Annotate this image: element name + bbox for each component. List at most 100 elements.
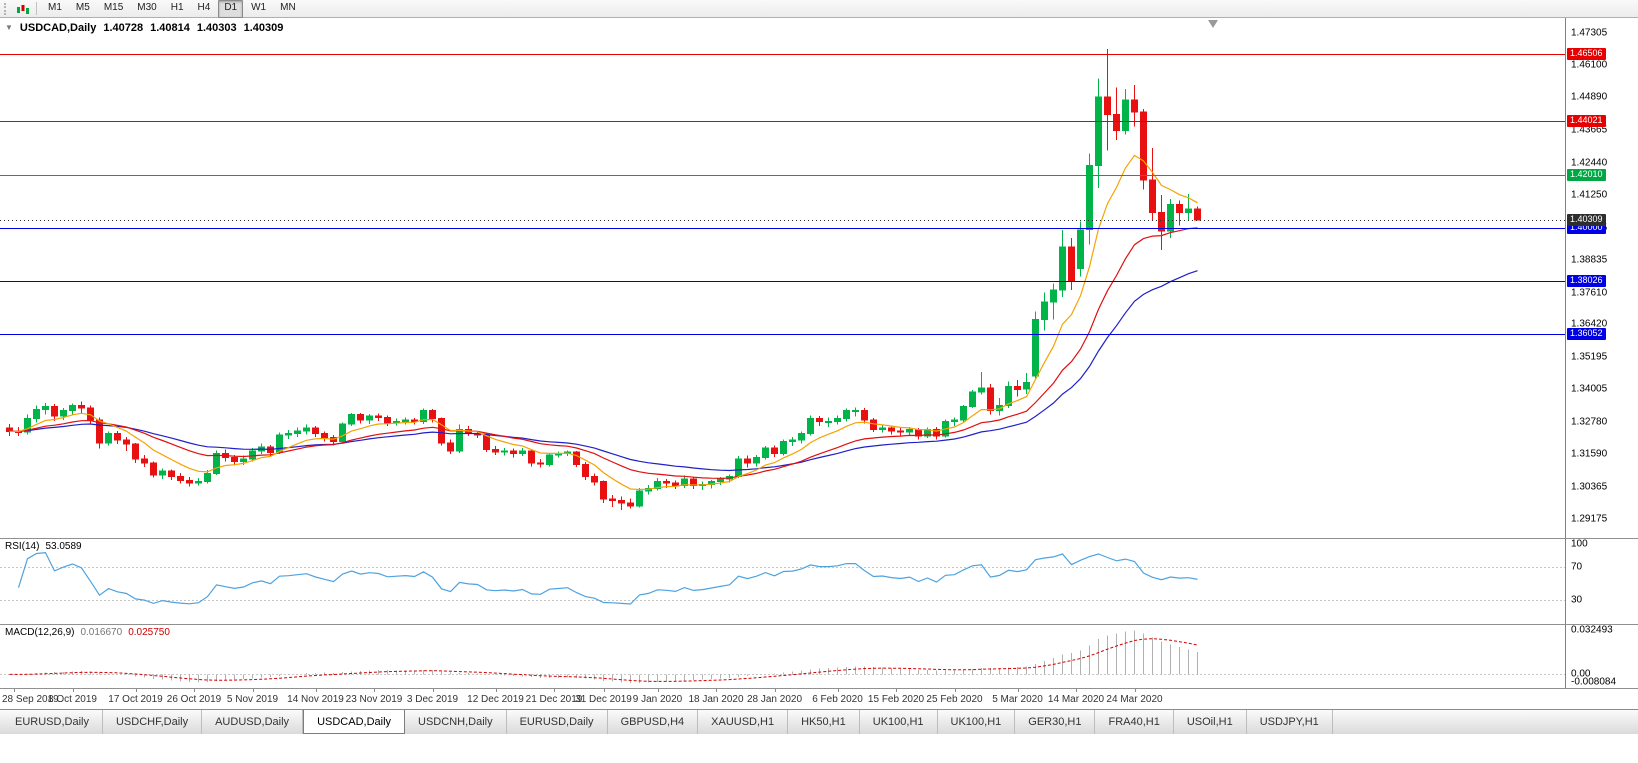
- rsi-indicator[interactable]: [0, 539, 1565, 624]
- rsi-tick: 30: [1571, 594, 1583, 606]
- chart-tab-gbpusd-h4[interactable]: GBPUSD,H4: [608, 710, 699, 734]
- price-tick: 1.47305: [1571, 27, 1608, 39]
- date-label: 5 Nov 2019: [226, 694, 279, 705]
- ohlc-low: 1.40303: [196, 22, 237, 34]
- candlestick-chart[interactable]: [0, 18, 1565, 538]
- price-tick: 1.31590: [1571, 448, 1608, 460]
- time-tick: [716, 689, 717, 692]
- ma-34: [9, 270, 1198, 472]
- mini-candles-icon: [17, 4, 29, 14]
- time-tick: [315, 689, 317, 692]
- date-label: 17 Oct 2019: [108, 694, 163, 705]
- date-label: 5 Mar 2020: [992, 694, 1043, 705]
- date-label: 31 Dec 2019: [575, 694, 632, 705]
- timeframe-button-mn[interactable]: MN: [280, 1, 296, 13]
- macd-signal-line: [9, 638, 1198, 682]
- price-axis[interactable]: 1.47305 1.46100 1.44890 1.43665 1.42440 1.412…: [1565, 18, 1638, 538]
- timeframe-button-m5[interactable]: M5: [75, 1, 90, 13]
- macd-chart-area[interactable]: MACD(12,26,9) 0.016670 0.025750: [0, 625, 1565, 688]
- time-tick: [603, 689, 605, 692]
- chart-tab-audusd-daily[interactable]: AUDUSD,Daily: [202, 710, 304, 734]
- time-tick: [774, 689, 776, 692]
- toolbar-grip[interactable]: [4, 2, 9, 15]
- chart-tab-usoil-h1[interactable]: USOil,H1: [1174, 710, 1247, 734]
- price-flag: 1.38026: [1567, 275, 1606, 288]
- timeframe-button-m1[interactable]: M1: [48, 1, 62, 13]
- chart-tab-eurusd-daily[interactable]: EURUSD,Daily: [507, 710, 608, 734]
- chart-tab-uk100-h1[interactable]: UK100,H1: [938, 710, 1016, 734]
- macd-pane: MACD(12,26,9) 0.016670 0.025750 0.032493…: [0, 624, 1638, 688]
- ma-20: [9, 227, 1198, 479]
- chart-shift-marker: [1208, 20, 1218, 28]
- chart-tab-uk100-h1[interactable]: UK100,H1: [860, 710, 938, 734]
- moving-averages: [9, 154, 1198, 491]
- timeframe-button-m15[interactable]: M15: [103, 1, 124, 13]
- price-tick: 1.42440: [1571, 157, 1608, 169]
- date-label: 24 Mar 2020: [1106, 694, 1163, 705]
- price-tick: 1.37610: [1571, 287, 1608, 298]
- chart-tab-eurusd-daily[interactable]: EURUSD,Daily: [2, 710, 103, 734]
- date-label: 26 Oct 2019: [166, 694, 222, 705]
- date-label: 14 Nov 2019: [287, 694, 344, 705]
- chart-tab-usdchf-daily[interactable]: USDCHF,Daily: [103, 710, 203, 734]
- timeframe-button-h4[interactable]: H4: [197, 1, 211, 13]
- rsi-pane: RSI(14) 53.0589 100 70 30: [0, 538, 1638, 624]
- ohlc-close: 1.40309: [243, 22, 284, 34]
- chart-tab-usdjpy-h1[interactable]: USDJPY,H1: [1247, 710, 1333, 734]
- rsi-label: RSI(14) 53.0589: [5, 541, 82, 552]
- one-click-trading-icon[interactable]: ▼: [5, 23, 13, 32]
- time-tick: [554, 689, 555, 692]
- time-tick: [432, 689, 434, 692]
- macd-signal-value: 0.025750: [128, 627, 170, 638]
- macd-histogram: [27, 630, 1198, 684]
- timeframe-button-w1[interactable]: W1: [251, 1, 267, 13]
- timeframe-button-m30[interactable]: M30: [137, 1, 157, 13]
- chart-tab-usdcnh-daily[interactable]: USDCNH,Daily: [405, 710, 507, 734]
- chart-tab-hk50-h1[interactable]: HK50,H1: [788, 710, 860, 734]
- time-tick: [374, 689, 375, 692]
- price-tick: 1.32780: [1571, 416, 1608, 428]
- chart-tab-usdcad-daily[interactable]: USDCAD,Daily: [303, 710, 406, 734]
- time-axis[interactable]: 28 Sep 2019 8 Oct 2019 17 Oct 2019 26 Oct 2…: [0, 688, 1638, 709]
- timeframe-button-h1[interactable]: H1: [170, 1, 184, 13]
- date-label: 14 Mar 2020: [1047, 694, 1105, 705]
- date-label: 23 Nov 2019: [345, 694, 403, 705]
- date-label: 8 Oct 2019: [48, 694, 97, 705]
- rsi-chart-area[interactable]: RSI(14) 53.0589: [0, 539, 1565, 624]
- date-label: 25 Feb 2020: [926, 694, 983, 705]
- date-label: 3 Dec 2019: [406, 694, 459, 705]
- rsi-value: 53.0589: [45, 541, 82, 552]
- macd-indicator[interactable]: [0, 625, 1565, 688]
- time-tick: [1134, 689, 1136, 692]
- rsi-line: [17, 551, 1198, 605]
- rsi-axis[interactable]: 100 70 30: [1565, 539, 1638, 624]
- rsi-tick: 70: [1571, 561, 1583, 573]
- macd-axis[interactable]: 0.032493 0.00 -0.008084: [1565, 625, 1638, 688]
- price-tick: 1.44890: [1571, 91, 1608, 103]
- time-tick: [1017, 689, 1019, 692]
- time-tick: [14, 689, 15, 692]
- chart-tab-fra40-h1[interactable]: FRA40,H1: [1095, 710, 1174, 734]
- macd-tick: 0.00: [1571, 668, 1591, 680]
- toolbar-separator: [36, 2, 37, 15]
- price-flag: 1.44021: [1567, 114, 1606, 127]
- chart-tab-xauusd-h1[interactable]: XAUUSD,H1: [698, 710, 789, 734]
- macd-tick: 0.032493: [1571, 624, 1613, 636]
- price-tick: 1.29175: [1571, 513, 1608, 525]
- time-tick: [1076, 689, 1077, 692]
- date-label: 6 Feb 2020: [812, 694, 863, 705]
- time-tick: [194, 689, 195, 692]
- time-tick: [954, 689, 956, 692]
- timeframe-button-d1[interactable]: D1: [218, 0, 244, 18]
- chart-icon[interactable]: [14, 2, 32, 16]
- candles: [6, 49, 1201, 510]
- price-chart-area[interactable]: ▼ USDCAD,Daily 1.40728 1.40814 1.40303 1…: [0, 18, 1565, 538]
- price-flag: 1.40309: [1567, 214, 1606, 227]
- macd-tick: -0.008084: [1571, 676, 1617, 688]
- date-label: 15 Feb 2020: [867, 694, 925, 705]
- chart-tab-ger30-h1[interactable]: GER30,H1: [1015, 710, 1096, 734]
- macd-main-value: 0.016670: [80, 627, 123, 638]
- date-label: 18 Jan 2020: [688, 694, 744, 705]
- price-tick: 1.46100: [1571, 59, 1608, 71]
- price-tick: 1.35195: [1571, 351, 1608, 363]
